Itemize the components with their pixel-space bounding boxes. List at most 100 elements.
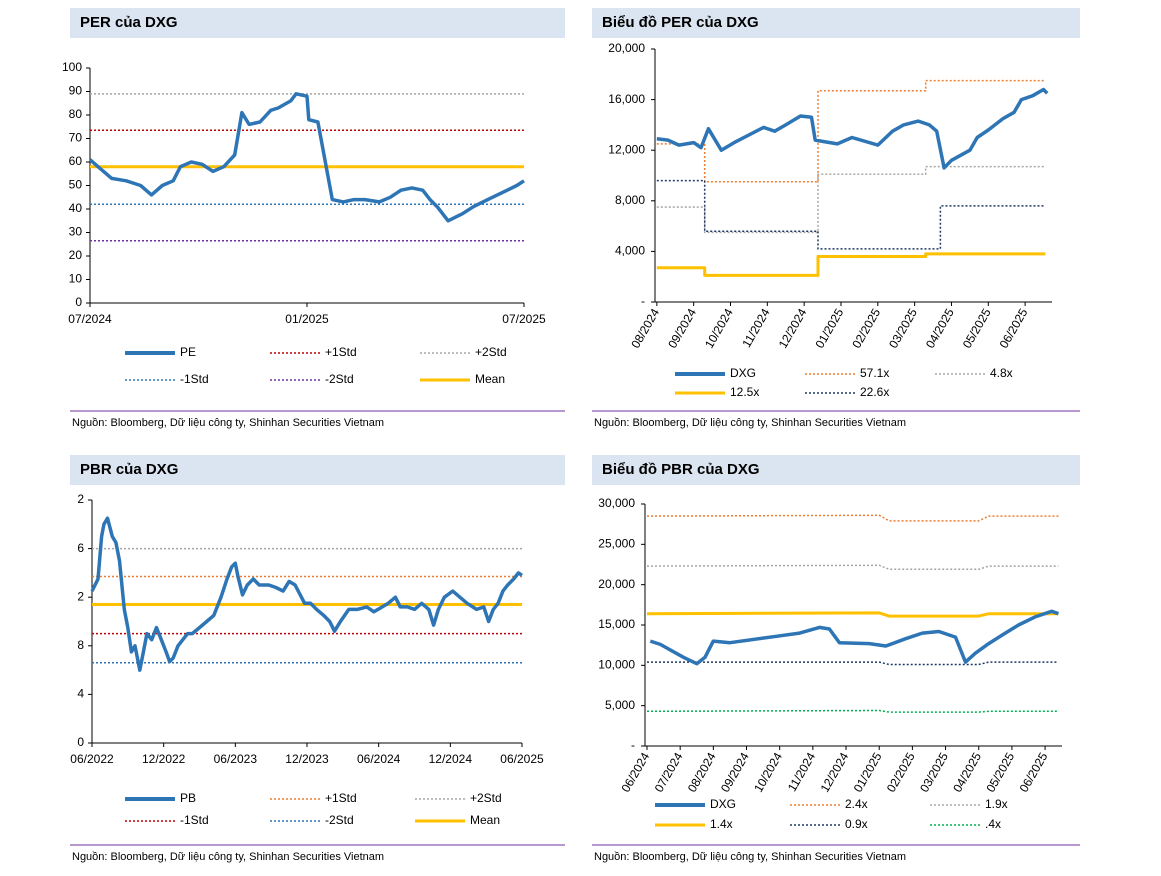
y-tick-label: 4,000 xyxy=(615,244,645,258)
chart-header xyxy=(592,8,1080,38)
x-tick-label: 04/2025 xyxy=(950,750,984,795)
x-tick-label: 06/2022 xyxy=(70,752,114,766)
source-note: Nguồn: Bloomberg, Dữ liệu công ty, Shinh… xyxy=(594,851,906,863)
y-tick-label: 50 xyxy=(69,178,83,192)
y-tick-label: 70 xyxy=(69,131,83,145)
legend-label: PB xyxy=(180,791,196,805)
y-tick-label: 30 xyxy=(69,225,83,239)
x-tick-label: 07/2024 xyxy=(652,750,686,795)
legend-label: 2.4x xyxy=(845,797,868,811)
y-tick-label: 20,000 xyxy=(608,41,645,55)
legend-label: 12.5x xyxy=(730,385,759,399)
y-tick-label: 8 xyxy=(77,638,84,652)
x-tick-label: 03/2025 xyxy=(917,750,951,795)
y-tick-label: 40 xyxy=(69,201,83,215)
x-tick-label: 07/2024 xyxy=(68,312,112,326)
legend-label: Mean xyxy=(475,372,505,386)
legend-label: -1Std xyxy=(180,372,209,386)
chart-title: Biểu đồ PBR của DXG xyxy=(602,461,760,478)
y-tick-label: 8,000 xyxy=(615,193,645,207)
x-tick-label: 11/2024 xyxy=(739,306,773,350)
y-tick-label: 6 xyxy=(77,541,84,555)
x-tick-label: 01/2025 xyxy=(851,750,885,795)
chart-title: Biểu đồ PER của DXG xyxy=(602,14,759,31)
legend-label: PE xyxy=(180,345,196,359)
x-tick-label: 02/2025 xyxy=(884,750,918,795)
legend-label: 57.1x xyxy=(860,366,889,380)
x-tick-label: 12/2022 xyxy=(142,752,186,766)
series-line xyxy=(646,564,1059,571)
y-tick-label: 90 xyxy=(69,84,83,98)
legend-label: +1Std xyxy=(325,345,357,359)
series-line xyxy=(656,79,1046,183)
series-line xyxy=(656,179,1046,250)
y-tick-label: 16,000 xyxy=(608,92,645,106)
legend-label: DXG xyxy=(710,797,736,811)
y-tick-label: 2 xyxy=(77,589,84,603)
x-tick-label: 01/2025 xyxy=(813,306,847,351)
series-line xyxy=(656,87,1049,170)
legend-label: -2Std xyxy=(325,372,354,386)
x-tick-label: 10/2024 xyxy=(751,750,785,795)
legend-label: -1Std xyxy=(180,813,209,827)
chart-title: PBR của DXG xyxy=(80,461,178,478)
series-line xyxy=(88,92,525,223)
chart-title: PER của DXG xyxy=(80,14,178,31)
x-tick-label: 12/2024 xyxy=(429,752,473,766)
x-tick-label: 09/2024 xyxy=(718,750,752,795)
legend-label: -2Std xyxy=(325,813,354,827)
legend-label: +2Std xyxy=(475,345,507,359)
series-line xyxy=(646,709,1059,713)
x-tick-label: 03/2025 xyxy=(886,306,920,351)
y-tick-label: 4 xyxy=(77,687,84,701)
x-tick-label: 09/2024 xyxy=(665,306,699,351)
legend-label: 1.9x xyxy=(985,797,1008,811)
x-tick-label: 05/2025 xyxy=(960,306,994,351)
legend-label: +2Std xyxy=(470,791,502,805)
y-tick-label: 2 xyxy=(77,492,84,506)
x-tick-label: 08/2024 xyxy=(685,750,719,795)
series-line xyxy=(647,661,1059,666)
legend-label: .4x xyxy=(985,817,1001,831)
legend-label: +1Std xyxy=(325,791,357,805)
x-tick-label: 05/2025 xyxy=(983,750,1017,795)
chart-header xyxy=(70,8,565,38)
y-tick-label: 30,000 xyxy=(598,496,635,510)
x-tick-label: 02/2025 xyxy=(849,306,883,351)
y-tick-label: 5,000 xyxy=(605,698,635,712)
series-line xyxy=(646,611,1059,618)
y-tick-label: - xyxy=(641,294,645,308)
y-tick-label: 12,000 xyxy=(608,142,645,156)
series-line xyxy=(90,516,523,672)
x-tick-label: 06/2023 xyxy=(214,752,258,766)
x-tick-label: 06/2025 xyxy=(997,306,1031,351)
source-note: Nguồn: Bloomberg, Dữ liệu công ty, Shinh… xyxy=(72,417,384,429)
series-line xyxy=(656,165,1046,234)
x-tick-label: 07/2025 xyxy=(502,312,546,326)
x-tick-label: 06/2025 xyxy=(500,752,544,766)
y-tick-label: 80 xyxy=(69,107,83,121)
x-tick-label: 12/2023 xyxy=(285,752,329,766)
source-note: Nguồn: Bloomberg, Dữ liệu công ty, Shinh… xyxy=(72,851,384,863)
legend-label: Mean xyxy=(470,813,500,827)
y-tick-label: 20 xyxy=(69,248,83,262)
y-tick-label: 60 xyxy=(69,154,83,168)
y-tick-label: - xyxy=(631,738,635,752)
y-tick-label: 10,000 xyxy=(598,658,635,672)
legend-label: 4.8x xyxy=(990,366,1013,380)
y-tick-label: 10 xyxy=(69,272,83,286)
y-tick-label: 15,000 xyxy=(598,617,635,631)
x-tick-label: 04/2025 xyxy=(923,306,957,351)
x-tick-label: 01/2025 xyxy=(285,312,329,326)
chart-header xyxy=(70,455,565,485)
legend-label: 0.9x xyxy=(845,817,868,831)
x-tick-label: 06/2025 xyxy=(1017,750,1051,795)
x-tick-label: 12/2024 xyxy=(776,306,810,351)
x-tick-label: 12/2024 xyxy=(818,750,852,795)
x-tick-label: 08/2024 xyxy=(628,306,662,351)
x-tick-label: 10/2024 xyxy=(702,306,736,351)
series-line xyxy=(656,252,1046,277)
y-tick-label: 0 xyxy=(75,295,82,309)
y-tick-label: 0 xyxy=(77,735,84,749)
